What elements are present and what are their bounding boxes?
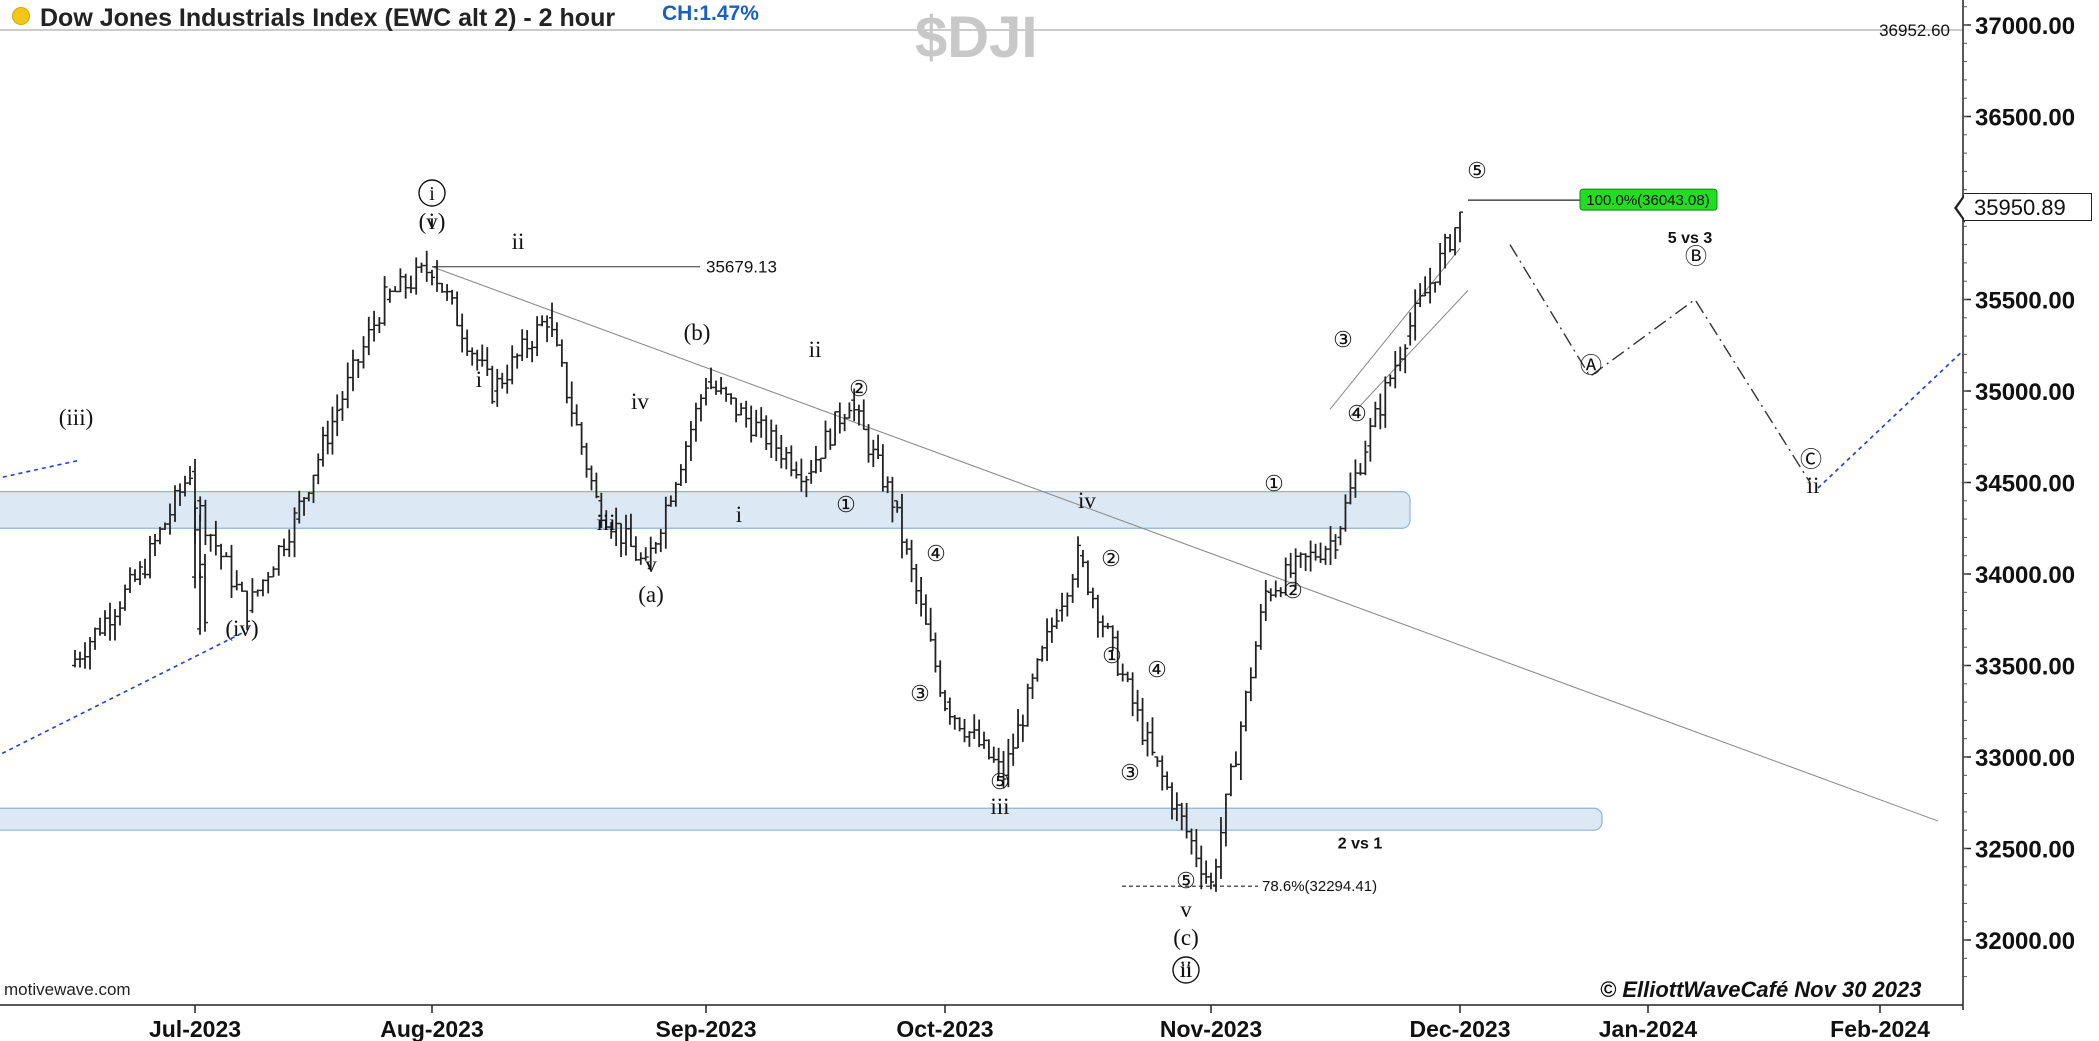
wave-label: ④	[1347, 401, 1367, 426]
wave-label: ii	[809, 337, 822, 362]
blue-trendline-lower	[0, 631, 244, 756]
brand-label: motivewave.com	[4, 980, 131, 999]
wave-label: iii	[596, 510, 615, 535]
wave-label: (c)	[1173, 925, 1199, 950]
x-tick-label: Jul-2023	[149, 1016, 241, 1041]
y-tick-label: 32000.00	[1975, 928, 2075, 955]
chart-title: Dow Jones Industrials Index (EWC alt 2) …	[40, 4, 616, 32]
y-tick-label: 34000.00	[1975, 562, 2075, 589]
wave-label: iv	[631, 389, 649, 414]
level-label: 35679.13	[706, 258, 777, 277]
annotation-2vs1: 2 vs 1	[1338, 836, 1383, 853]
annotation-5vs3: 5 vs 3	[1668, 230, 1713, 247]
wave-circle-label-text: i	[429, 183, 435, 205]
channel-lower	[1349, 290, 1469, 417]
y-tick-label: 36500.00	[1975, 105, 2075, 132]
credit-label: © ElliottWaveCafé Nov 30 2023	[1600, 977, 1922, 1002]
wave-label: ii	[1180, 957, 1193, 982]
wave-labels: (iii)(iv)i(v)iiiiiiivv(a)(b)iii①②③④⑤iiii…	[59, 158, 1822, 984]
fib-786-label: 78.6%(32294.41)	[1262, 878, 1377, 895]
x-tick-label: Nov-2023	[1160, 1016, 1262, 1041]
y-tick-label: 32500.00	[1975, 837, 2075, 864]
fib-100-label: 100.0%(36043.08)	[1586, 192, 1709, 209]
wave-label: v	[1180, 897, 1192, 922]
y-tick-label: 35000.00	[1975, 379, 2075, 406]
wave-label: (iv)	[225, 616, 258, 641]
symbol-watermark: $DJI	[915, 5, 1038, 70]
x-tick-label: Jan-2024	[1599, 1016, 1698, 1041]
blue-trendline-upper	[0, 459, 79, 479]
wave-label: ⑤	[1467, 158, 1487, 183]
x-tick-label: Feb-2024	[1830, 1016, 1930, 1041]
support-zone	[0, 491, 1411, 529]
wave-label: ②	[1283, 578, 1303, 603]
last-price-label: 35950.89	[1964, 193, 2092, 221]
high-marker-label: 36952.60	[1879, 21, 1950, 40]
y-tick-label: 37000.00	[1975, 13, 2075, 40]
wave-label: (b)	[684, 320, 711, 345]
wave-label: Ⓑ	[1685, 244, 1707, 269]
fib-100-box	[1579, 188, 1718, 211]
descending-trendline	[431, 266, 1939, 822]
wave-label: ③	[910, 681, 930, 706]
price-bars	[72, 211, 1463, 892]
blue-trendline-right	[1817, 350, 1964, 489]
wave-label: (v)	[419, 209, 446, 234]
support-zones	[0, 491, 1603, 831]
wave-label: ④	[1147, 657, 1167, 682]
wave-label: i	[429, 209, 435, 234]
status-dot-icon	[12, 7, 30, 25]
change-percent: CH:1.47%	[662, 2, 759, 25]
y-tick-label: 33000.00	[1975, 745, 2075, 772]
wave-label: ②	[849, 376, 869, 401]
x-axis: Jul-2023 Aug-2023 Sep-2023 Oct-2023 Nov-2023…	[0, 1004, 1963, 1041]
wave-label: ①	[1264, 471, 1284, 496]
wave-label: ①	[836, 492, 856, 517]
wave-label: iii	[990, 794, 1009, 819]
wave-label: Ⓐ	[1580, 353, 1602, 378]
x-tick-label: Aug-2023	[380, 1016, 484, 1041]
wave-circle-label	[1172, 956, 1200, 984]
wave-label: ②	[1101, 546, 1121, 571]
wave-label: (iii)	[59, 405, 94, 430]
channel-upper	[1329, 247, 1461, 410]
wave-label: ④	[926, 541, 946, 566]
y-tick-label: 35500.00	[1975, 288, 2075, 315]
wave-label: i	[476, 367, 482, 392]
projection-path	[1509, 244, 1811, 483]
wave-label: v	[645, 552, 657, 577]
y-tick-label: 34500.00	[1975, 471, 2075, 498]
wave-label: (a)	[638, 582, 664, 607]
wave-label: iv	[1078, 488, 1096, 513]
wave-label: ii	[1807, 473, 1820, 498]
x-tick-label: Dec-2023	[1409, 1016, 1510, 1041]
wave-circle-label-text: ii	[1180, 960, 1192, 982]
support-zone	[0, 807, 1603, 831]
x-tick-label: Sep-2023	[655, 1016, 756, 1041]
wave-circle-label	[418, 179, 446, 207]
y-axis: 37000.0036500.0036000.0035500.0035000.00…	[1962, 0, 2075, 1010]
y-tick-label: 33500.00	[1975, 654, 2075, 681]
wave-label: ①	[1102, 643, 1122, 668]
x-tick-label: Oct-2023	[896, 1016, 993, 1041]
wave-label: i	[736, 502, 742, 527]
wave-label: ⑤	[1176, 868, 1196, 893]
wave-label: ii	[512, 229, 525, 254]
wave-label: ③	[1120, 760, 1140, 785]
wave-label: ⑤	[990, 769, 1010, 794]
wave-label: ③	[1333, 327, 1353, 352]
projection-line	[1509, 244, 1811, 483]
wave-label: Ⓒ	[1800, 447, 1822, 472]
trend-lines: 36952.60 35679.13 78.6%(32294.41) 100.0%(36…	[0, 21, 1964, 895]
